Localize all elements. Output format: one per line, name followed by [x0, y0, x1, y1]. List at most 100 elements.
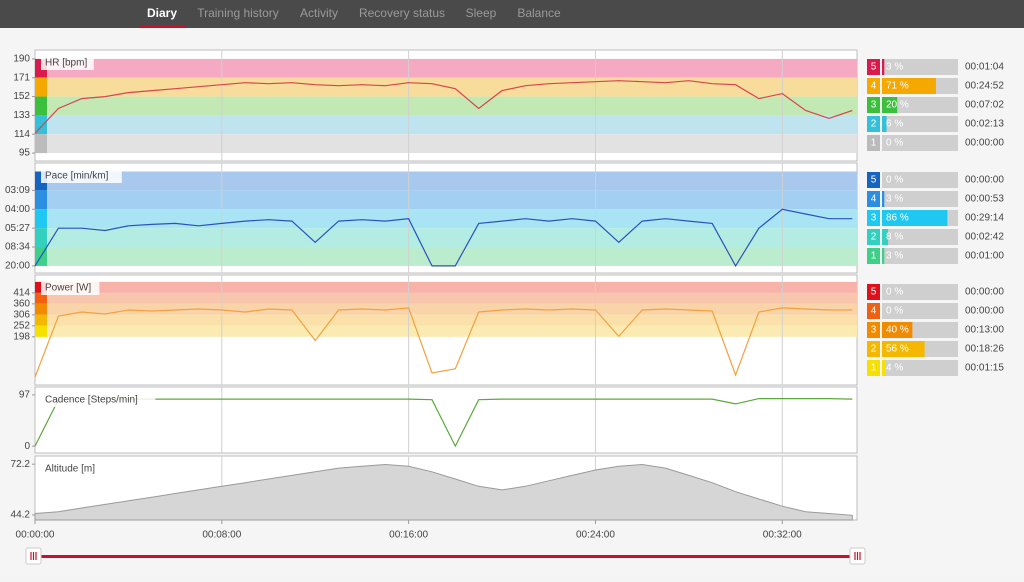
zone-time: 00:24:52 — [965, 81, 1004, 92]
nav-tab[interactable]: Activity — [300, 6, 338, 20]
nav-tab[interactable]: Diary — [147, 6, 177, 20]
y-tick-label: 414 — [13, 288, 30, 299]
y-tick-label: 97 — [19, 390, 31, 401]
zone-percent: 56 % — [886, 344, 909, 355]
zone-band — [35, 314, 857, 326]
zone-band — [35, 134, 857, 154]
zone-bar — [882, 341, 925, 357]
panel-title: Altitude [m] — [45, 464, 95, 475]
zone-percent: 71 % — [886, 81, 909, 92]
zone-percent: 8 % — [886, 232, 903, 243]
y-tick-label: 20:00 — [5, 261, 30, 272]
panel-title-bg — [41, 281, 100, 295]
zone-strip — [35, 134, 47, 154]
zone-percent: 0 % — [886, 175, 903, 186]
zone-number-box — [867, 341, 880, 357]
range-track — [33, 555, 858, 558]
zone-strip — [35, 303, 47, 315]
zone-bar-bg — [882, 97, 958, 113]
zone-strip — [35, 292, 47, 304]
zone-number: 5 — [871, 62, 877, 73]
zone-time: 00:18:26 — [965, 344, 1004, 355]
zone-number-box — [867, 360, 880, 376]
range-handle-right[interactable] — [849, 547, 866, 565]
zone-band — [35, 303, 857, 315]
zone-strip — [35, 228, 47, 248]
zone-number-box — [867, 284, 880, 300]
panel-title-bg — [41, 393, 156, 407]
zone-number: 3 — [871, 213, 877, 224]
zone-bar-bg — [882, 191, 958, 207]
zone-time: 00:13:00 — [965, 325, 1004, 336]
y-tick-label: 190 — [13, 54, 30, 65]
zone-strip — [35, 190, 47, 210]
nav-tab[interactable]: Balance — [517, 6, 561, 20]
zone-percent: 3 % — [886, 251, 903, 262]
panel-title-bg — [41, 56, 94, 70]
nav: Diary Training history Activity Recovery st… — [139, 6, 561, 28]
zone-time: 00:00:00 — [965, 306, 1004, 317]
zone-bar-bg — [882, 284, 958, 300]
zone-bar-bg — [882, 303, 958, 319]
zone-number-box — [867, 248, 880, 264]
zone-number-box — [867, 78, 880, 94]
zone-band — [35, 247, 857, 266]
zone-bar — [882, 78, 936, 94]
panel-title-bg — [41, 169, 122, 183]
zone-bar — [882, 116, 887, 132]
zone-bar-bg — [882, 360, 958, 376]
nav-tab[interactable]: Recovery status — [359, 6, 445, 20]
zone-time: 00:00:00 — [965, 175, 1004, 186]
zone-time: 00:02:42 — [965, 232, 1004, 243]
zone-bar-bg — [882, 116, 958, 132]
y-tick-label: 03:09 — [5, 185, 30, 196]
zone-number-box — [867, 210, 880, 226]
zone-percent: 3 % — [886, 62, 903, 73]
x-tick-label: 00:16:00 — [389, 530, 428, 541]
area — [34, 463, 853, 521]
zone-number-box — [867, 116, 880, 132]
line — [34, 208, 853, 268]
y-tick-label: 0 — [24, 441, 30, 452]
zone-band — [35, 96, 857, 116]
zone-number: 3 — [871, 100, 877, 111]
zone-band — [35, 171, 857, 191]
zone-bar-bg — [882, 172, 958, 188]
zone-time: 00:02:13 — [965, 119, 1004, 130]
x-tick-label: 00:24:00 — [576, 530, 615, 541]
zone-bar — [882, 248, 885, 264]
zone-time: 00:01:04 — [965, 62, 1004, 73]
zone-percent: 0 % — [886, 306, 903, 317]
zone-time: 00:01:15 — [965, 363, 1004, 374]
y-tick-label: 72.2 — [11, 459, 31, 470]
panel-title: Cadence [Steps/min] — [45, 395, 138, 406]
zone-number: 5 — [871, 287, 877, 298]
zone-band — [35, 58, 857, 78]
y-tick-label: 171 — [13, 72, 30, 83]
zone-bar — [882, 322, 913, 338]
y-tick-label: 95 — [19, 148, 31, 159]
zone-strip — [35, 77, 47, 97]
y-tick-label: 198 — [13, 331, 30, 342]
zone-strip — [35, 314, 47, 326]
zone-strip — [35, 325, 47, 337]
nav-tab[interactable]: Sleep — [466, 6, 497, 20]
nav-tab[interactable]: Training history — [197, 6, 279, 20]
range-handle-left[interactable] — [25, 547, 42, 565]
zone-percent: 40 % — [886, 325, 909, 336]
zone-percent: 3 % — [886, 194, 903, 205]
x-tick-label: 00:00:00 — [16, 530, 55, 541]
zone-bar — [882, 360, 886, 376]
zone-bar-bg — [882, 135, 958, 151]
zone-number-box — [867, 172, 880, 188]
y-tick-label: 252 — [13, 320, 30, 331]
zone-bar — [882, 229, 889, 245]
zone-number: 1 — [871, 138, 877, 149]
zone-band — [35, 209, 857, 229]
zone-time: 00:00:53 — [965, 194, 1004, 205]
zone-number: 3 — [871, 325, 877, 336]
zone-time: 00:00:00 — [965, 138, 1004, 149]
zone-number: 2 — [871, 232, 877, 243]
y-tick-label: 360 — [13, 299, 30, 310]
zone-strip — [35, 96, 47, 116]
